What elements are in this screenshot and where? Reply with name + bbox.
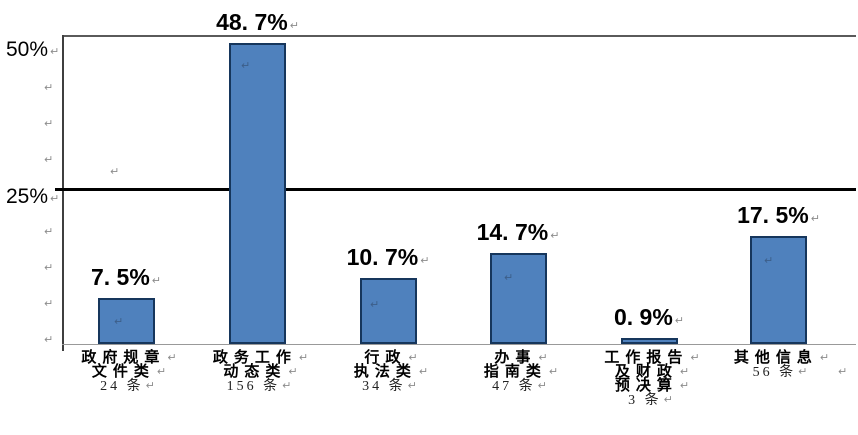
category-name-line: 预决算 ↵ xyxy=(614,378,690,394)
paragraph-mark-icon: ↵ xyxy=(538,351,548,364)
paragraph-mark-icon: ↵ xyxy=(764,254,774,267)
gridline-25-percent xyxy=(55,188,856,191)
y-axis-line xyxy=(62,35,64,351)
category-name-line: 行政 ↵ xyxy=(364,350,418,366)
paragraph-mark-icon: ↵ xyxy=(288,365,298,378)
bar-value-label: 14. 7% ↵ xyxy=(443,220,593,244)
bar-value-text: 0. 9% xyxy=(613,304,673,330)
paragraph-mark-icon: ↵ xyxy=(810,212,820,225)
category-label: 其他信息 ↵ 56 条 ↵ xyxy=(704,351,854,380)
paragraph-mark-icon: ↵ xyxy=(504,271,514,284)
paragraph-mark-icon: ↵ xyxy=(44,81,54,94)
paragraph-mark-icon: ↵ xyxy=(674,314,685,327)
ytick-label-50: 50% ↵ xyxy=(6,38,60,61)
bar xyxy=(620,338,678,344)
paragraph-mark-icon: ↵ xyxy=(679,379,690,392)
category-count: 47 条 ↵ xyxy=(492,379,547,394)
paragraph-mark-icon: ↵ xyxy=(145,379,155,392)
bar-value-label: 7. 5% ↵ xyxy=(51,265,201,289)
bar xyxy=(359,278,417,344)
category-label: 政府规章 ↵ 文件类 ↵ 24 条 ↵ xyxy=(51,351,201,394)
paragraph-mark-icon: ↵ xyxy=(289,19,299,32)
paragraph-mark-icon: ↵ xyxy=(44,153,54,166)
paragraph-mark-icon: ↵ xyxy=(44,297,54,310)
bar-value-label: 0. 9% ↵ xyxy=(574,305,724,329)
paragraph-mark-icon: ↵ xyxy=(537,379,547,392)
paragraph-mark-icon: ↵ xyxy=(550,229,560,242)
paragraph-mark-icon: ↵ xyxy=(167,351,177,364)
paragraph-mark-icon: ↵ xyxy=(798,365,808,378)
category-name-line: 指南类 ↵ xyxy=(483,364,559,380)
bar-value-text: 14. 7% xyxy=(476,219,549,245)
category-name-line: 办事 ↵ xyxy=(494,350,548,366)
paragraph-mark-icon: ↵ xyxy=(407,379,417,392)
category-name-line: 文件类 ↵ xyxy=(91,364,167,380)
paragraph-mark-icon: ↵ xyxy=(44,225,54,238)
paragraph-mark-icon: ↵ xyxy=(44,117,54,130)
category-name-line: 执法类 ↵ xyxy=(353,364,429,380)
bar-value-label: 17. 5% ↵ xyxy=(704,203,854,227)
paragraph-mark-icon: ↵ xyxy=(408,351,418,364)
paragraph-mark-icon: ↵ xyxy=(838,365,848,378)
bar-value-text: 17. 5% xyxy=(737,202,809,228)
bar-value-text: 7. 5% xyxy=(90,264,150,290)
category-name-line: 工作报告 ↵ xyxy=(604,350,700,366)
category-label: 工作报告 ↵ 及财政 ↵ 预决算 ↵ 3 条 ↵ xyxy=(574,351,724,408)
category-count: 24 条 ↵ xyxy=(100,379,155,394)
paragraph-mark-icon: ↵ xyxy=(663,393,673,406)
category-count: 56 条 ↵ xyxy=(752,365,808,380)
category-count: 34 条 ↵ xyxy=(362,379,417,394)
bar-value-label: 48. 7% ↵ xyxy=(183,10,333,34)
category-label: 办事 ↵ 指南类 ↵ 47 条 ↵ xyxy=(443,351,593,394)
paragraph-mark-icon: ↵ xyxy=(282,379,292,392)
bar-value-text: 10. 7% xyxy=(346,244,419,270)
paragraph-mark-icon: ↵ xyxy=(44,333,54,346)
paragraph-mark-icon: ↵ xyxy=(114,315,124,328)
paragraph-mark-icon: ↵ xyxy=(241,59,251,72)
category-name-line: 及财政 ↵ xyxy=(614,364,690,380)
paragraph-mark-icon: ↵ xyxy=(50,45,60,58)
category-name-line: 动态类 ↵ xyxy=(223,364,298,380)
paragraph-mark-icon: ↵ xyxy=(679,365,690,378)
paragraph-mark-icon: ↵ xyxy=(298,351,309,364)
paragraph-mark-icon: ↵ xyxy=(110,165,120,178)
category-name-line: 其他信息 ↵ xyxy=(733,350,830,366)
bar-value-text: 48. 7% xyxy=(216,9,288,35)
category-name-line: 政务工作 ↵ xyxy=(212,350,309,366)
paragraph-mark-icon: ↵ xyxy=(44,261,54,274)
bar-value-label: 10. 7% ↵ xyxy=(313,245,463,269)
category-label: 政务工作 ↵ 动态类 ↵ 156 条 ↵ xyxy=(183,351,333,394)
bar xyxy=(489,253,547,344)
paragraph-mark-icon: ↵ xyxy=(420,254,430,267)
paragraph-mark-icon: ↵ xyxy=(418,365,429,378)
gridline-50-percent xyxy=(63,35,856,37)
paragraph-mark-icon: ↵ xyxy=(548,365,559,378)
bar xyxy=(97,298,155,344)
paragraph-mark-icon: ↵ xyxy=(690,351,700,364)
ytick-label-25: 25% ↵ xyxy=(6,185,60,208)
paragraph-mark-icon: ↵ xyxy=(156,365,167,378)
category-count: 156 条 ↵ xyxy=(226,379,292,394)
category-name-line: 政府规章 ↵ xyxy=(81,350,177,366)
x-axis-baseline xyxy=(62,344,856,345)
paragraph-mark-icon: ↵ xyxy=(819,351,830,364)
bar xyxy=(229,43,286,344)
paragraph-mark-icon: ↵ xyxy=(151,274,162,287)
bar xyxy=(750,236,807,344)
paragraph-mark-icon: ↵ xyxy=(370,298,380,311)
category-count: 3 条 ↵ xyxy=(628,393,673,408)
category-label: 行政 ↵ 执法类 ↵ 34 条 ↵ xyxy=(313,351,463,394)
paragraph-mark-icon: ↵ xyxy=(50,192,60,205)
